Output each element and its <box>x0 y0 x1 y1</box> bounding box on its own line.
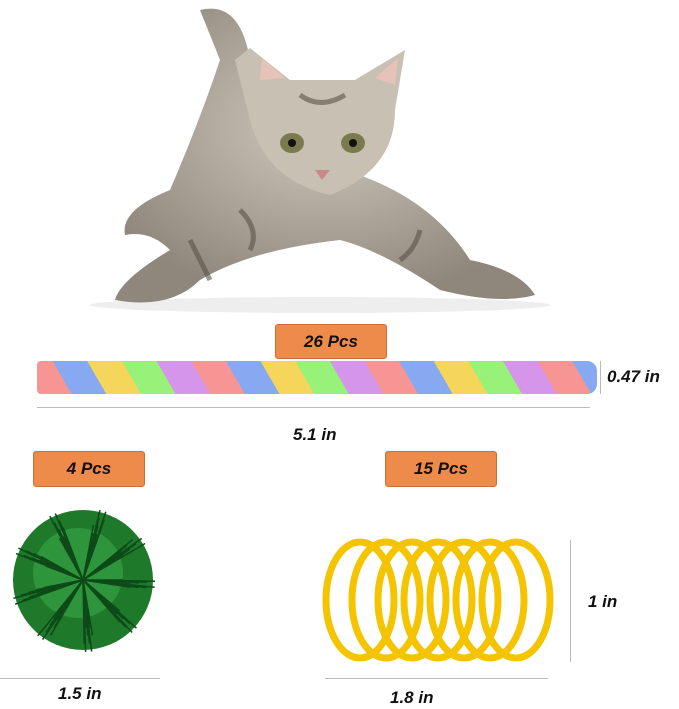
spring-length: 1.8 in <box>390 688 434 707</box>
spring-count-badge: 15 Pcs <box>385 451 497 487</box>
yellow-spring <box>322 538 554 662</box>
spring-height: 1 in <box>588 592 618 611</box>
rainbow-tube <box>37 361 597 394</box>
tube-diameter: 0.47 in <box>607 367 660 386</box>
tube-length: 5.1 in <box>293 425 337 444</box>
spring-coil <box>322 538 398 662</box>
spring-length-line <box>325 678 548 679</box>
length-line <box>37 407 590 408</box>
kitten-photo <box>90 8 550 313</box>
spring-coil <box>374 538 450 662</box>
spring-coil <box>478 538 554 662</box>
spring-coil <box>348 538 424 662</box>
green-pompom <box>13 509 156 652</box>
diameter-line <box>600 361 601 394</box>
pompom-dim-line <box>0 678 160 679</box>
tube-count-badge: 26 Pcs <box>275 324 387 359</box>
pompom-count-badge: 4 Pcs <box>33 451 145 487</box>
spring-height-line <box>570 540 571 662</box>
spring-coil <box>400 538 476 662</box>
pompom-diameter: 1.5 in <box>58 684 102 703</box>
spring-coil <box>452 538 528 662</box>
spring-coil <box>426 538 502 662</box>
